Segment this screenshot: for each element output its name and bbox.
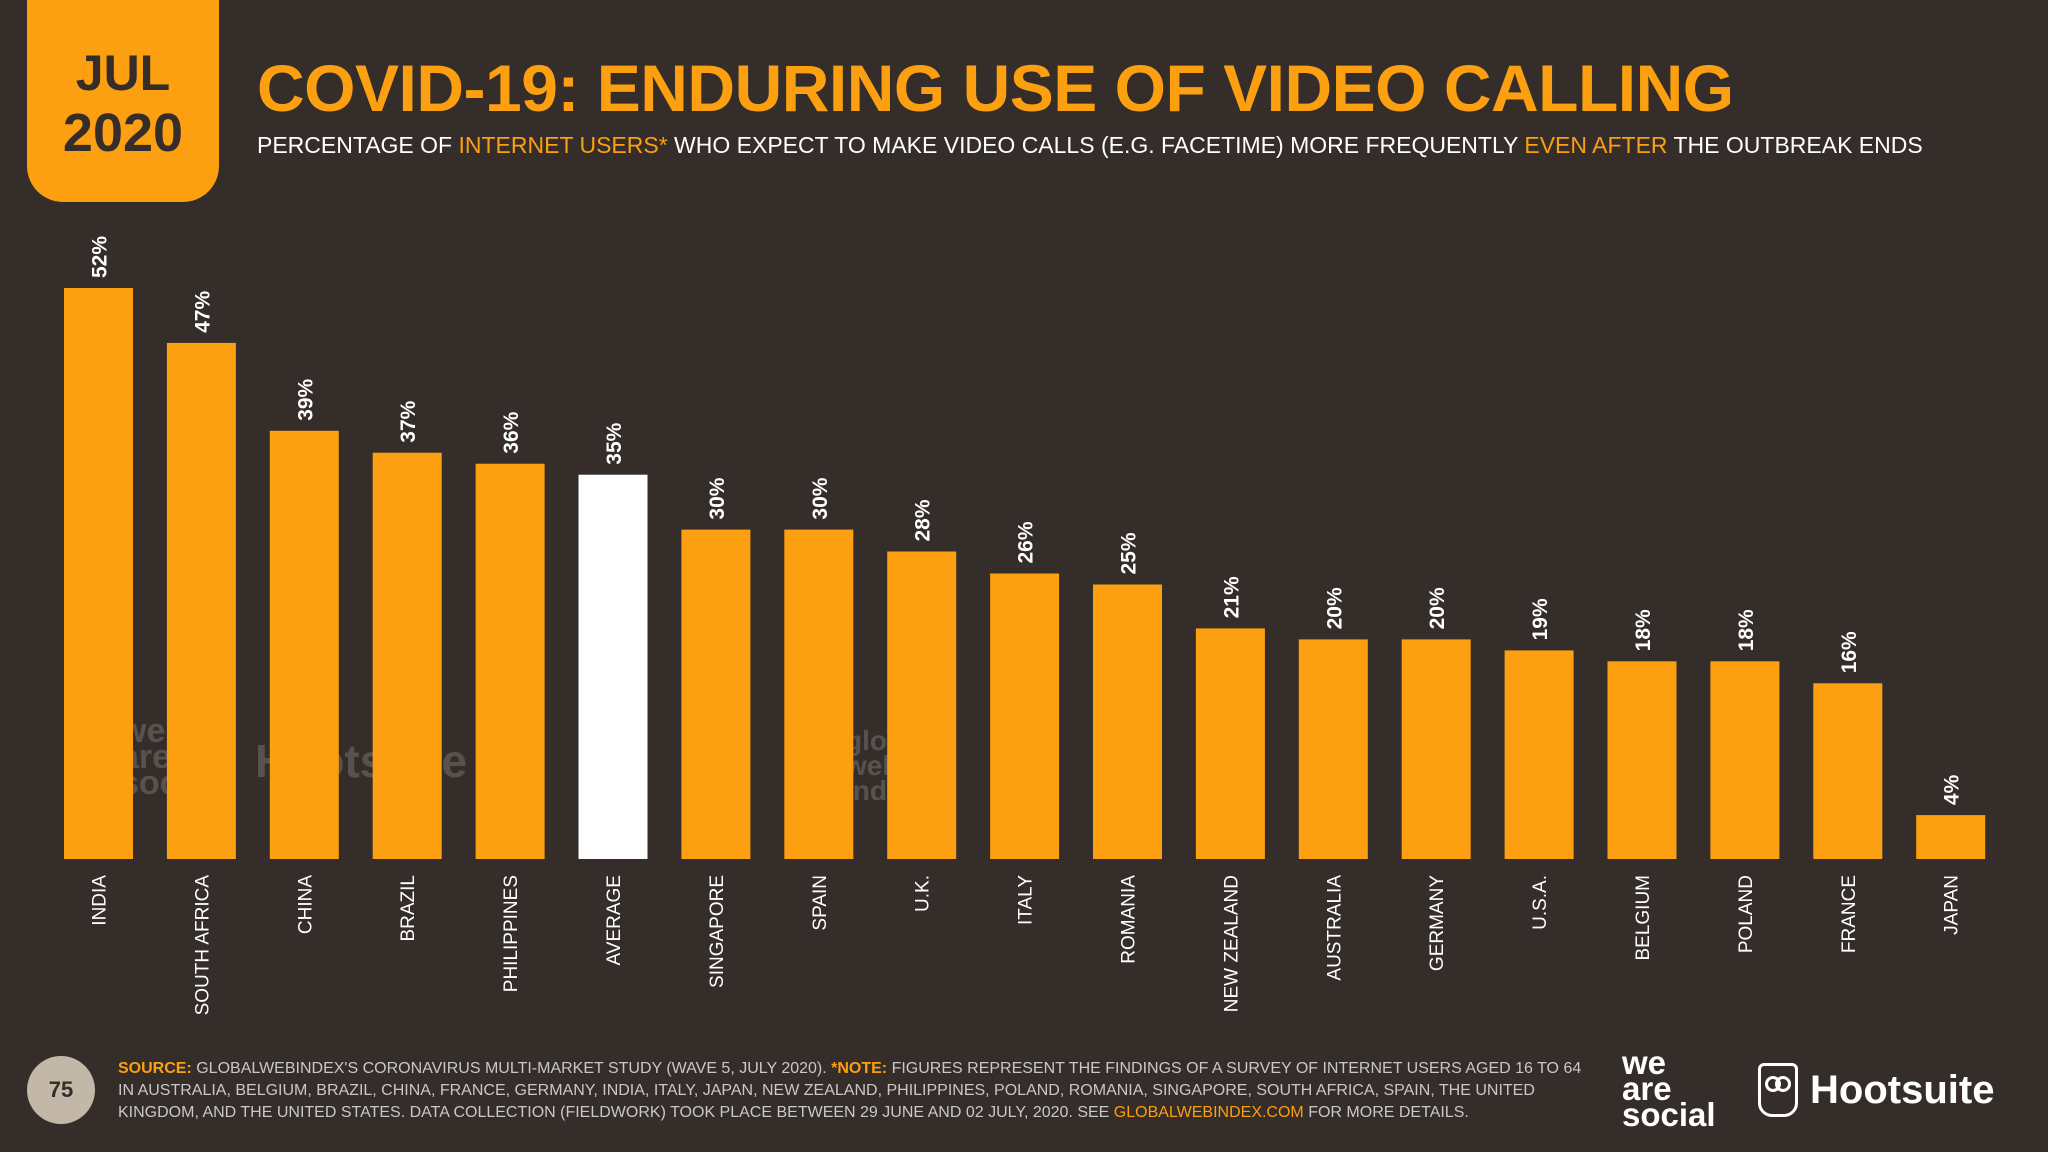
source-label: SOURCE: xyxy=(118,1060,192,1077)
page-number: 75 xyxy=(27,1056,95,1124)
bar-singapore xyxy=(681,529,751,859)
category-label: POLAND xyxy=(1736,875,1757,953)
bar-poland xyxy=(1710,661,1780,859)
source-link[interactable]: GLOBALWEBINDEX.COM xyxy=(1113,1104,1304,1121)
logo-line: are xyxy=(1622,1070,1672,1107)
subtitle-highlight: INTERNET USERS* xyxy=(458,132,668,158)
value-label: 21% xyxy=(1220,576,1243,618)
bar-average xyxy=(578,474,648,859)
value-label: 35% xyxy=(603,422,626,464)
category-label: GERMANY xyxy=(1427,875,1448,971)
bar-u-k xyxy=(887,551,957,859)
date-year: 2020 xyxy=(62,103,184,163)
category-label: BRAZIL xyxy=(398,875,419,942)
bar-spain xyxy=(784,529,854,859)
value-label: 20% xyxy=(1323,587,1346,629)
value-label: 52% xyxy=(89,236,112,278)
bar-chart: 52% INDIA 47% SOUTH AFRICA 39% CHINA 37% BRAZIL… xyxy=(64,236,1986,1016)
value-label: 37% xyxy=(397,400,420,442)
category-label: SOUTH AFRICA xyxy=(192,875,213,1016)
category-label: U.S.A. xyxy=(1530,875,1551,930)
date-month: JUL xyxy=(75,45,171,101)
value-label: 36% xyxy=(500,411,523,453)
bar-france xyxy=(1813,683,1883,859)
chart-title: COVID-19: ENDURING USE OF VIDEO CALLING xyxy=(257,51,1734,125)
subtitle-part: THE OUTBREAK ENDS xyxy=(1667,132,1923,158)
source-text: GLOBALWEBINDEX'S CORONAVIRUS MULTI-MARKE… xyxy=(191,1060,832,1077)
subtitle-part: WHO EXPECT TO MAKE VIDEO CALLS (E.G. FAC… xyxy=(667,132,1525,158)
source-note: SOURCE: GLOBALWEBINDEX'S CORONAVIRUS MUL… xyxy=(118,1058,1588,1124)
value-label: 30% xyxy=(809,477,832,519)
value-label: 39% xyxy=(294,378,317,420)
chart-subtitle: PERCENTAGE OF INTERNET USERS* WHO EXPECT… xyxy=(257,132,1923,159)
note-text: FIGURES REPRESENT THE FINDINGS OF A SURV… xyxy=(118,1060,1582,1121)
category-label: PHILIPPINES xyxy=(501,875,522,992)
bar-u-s-a xyxy=(1504,650,1574,859)
note-end-text: FOR MORE DETAILS. xyxy=(1303,1104,1469,1121)
hootsuite-wordmark: Hootsuite xyxy=(1810,1067,1995,1112)
bar-belgium xyxy=(1607,661,1677,859)
value-label: 18% xyxy=(1735,609,1758,651)
value-label: 20% xyxy=(1426,587,1449,629)
value-label: 25% xyxy=(1118,532,1141,574)
logo-line: social xyxy=(1622,1096,1716,1133)
category-label: NEW ZEALAND xyxy=(1221,875,1242,1012)
owl-icon xyxy=(1758,1063,1798,1117)
category-label: BELGIUM xyxy=(1633,875,1654,961)
note-label: *NOTE: xyxy=(831,1060,888,1077)
bar-australia xyxy=(1298,639,1368,859)
we-are-social-logo: we are social xyxy=(1622,1044,1716,1133)
bar-germany xyxy=(1401,639,1471,859)
bar-philippines xyxy=(475,463,545,859)
bar-italy xyxy=(990,573,1060,859)
value-label: 28% xyxy=(912,499,935,541)
bar-brazil xyxy=(372,452,442,859)
category-label: U.K. xyxy=(913,875,934,912)
value-label: 30% xyxy=(706,477,729,519)
category-label: SPAIN xyxy=(810,875,831,931)
category-label: AVERAGE xyxy=(604,875,625,965)
value-label: 4% xyxy=(1941,774,1964,805)
category-label: JAPAN xyxy=(1942,875,1963,935)
hootsuite-logo: Hootsuite xyxy=(1758,1058,1994,1122)
category-label: FRANCE xyxy=(1839,875,1860,953)
bar-romania xyxy=(1093,584,1162,859)
value-label: 19% xyxy=(1529,598,1552,640)
category-label: ITALY xyxy=(1016,875,1037,925)
bar-china xyxy=(269,430,339,859)
subtitle-highlight: EVEN AFTER xyxy=(1524,132,1668,158)
bar-japan xyxy=(1916,815,1986,859)
bar-new-zealand xyxy=(1195,628,1265,859)
value-label: 18% xyxy=(1632,609,1655,651)
value-label: 26% xyxy=(1015,521,1038,563)
category-label: SINGAPORE xyxy=(707,875,728,988)
logo-line: we xyxy=(1622,1044,1667,1081)
bar-india xyxy=(64,288,133,859)
value-label: 47% xyxy=(191,291,214,333)
bar-south-africa xyxy=(166,342,236,859)
category-label: CHINA xyxy=(295,875,316,934)
subtitle-part: PERCENTAGE OF xyxy=(257,132,459,158)
category-label: ROMANIA xyxy=(1119,875,1140,964)
category-label: INDIA xyxy=(90,875,111,926)
date-badge: JUL 2020 xyxy=(27,0,219,202)
category-label: AUSTRALIA xyxy=(1324,875,1345,981)
value-label: 16% xyxy=(1838,631,1861,673)
